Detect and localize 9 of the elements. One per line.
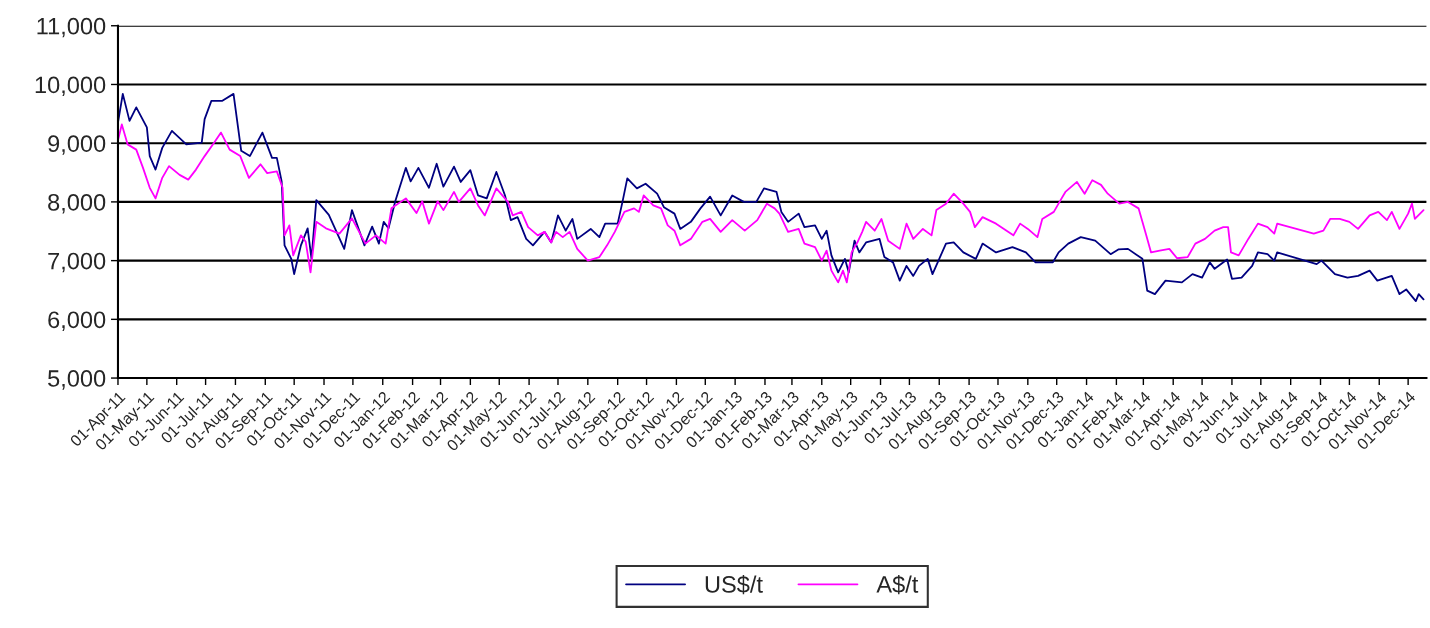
y-tick-label: 7,000 (48, 252, 106, 273)
y-tick-label: 6,000 (48, 311, 106, 331)
y-tick-label: 10,000 (35, 76, 106, 97)
legend-label: US$/t (705, 575, 763, 595)
y-tick-label: 8,000 (48, 193, 106, 214)
y-tick-label: 9,000 (48, 135, 106, 155)
y-tick-label: 11,000 (37, 17, 106, 38)
y-tick-label: 5,000 (48, 370, 106, 390)
legend-label: A$/t (876, 575, 919, 595)
